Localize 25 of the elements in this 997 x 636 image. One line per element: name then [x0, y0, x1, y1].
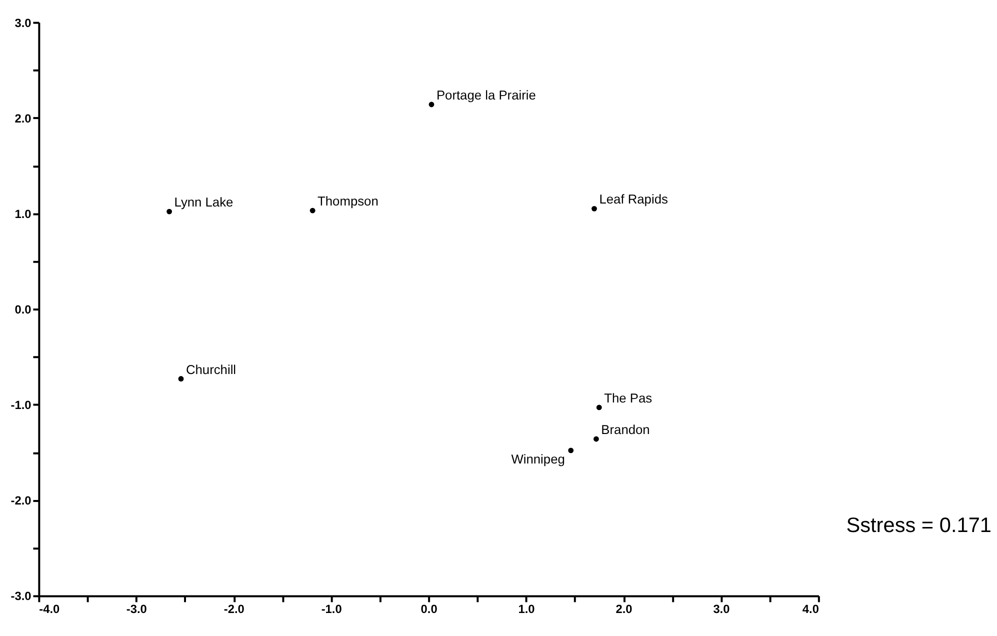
y-tick-label: -2.0: [10, 494, 32, 508]
x-tick-label: -2.0: [224, 602, 245, 616]
x-tick-label: 4.0: [802, 602, 820, 616]
y-tick-label: 2.0: [14, 111, 32, 126]
x-tick-label: -1.0: [321, 602, 342, 616]
text: Thompson: [318, 194, 378, 209]
x-tick-label: -4.0: [39, 602, 60, 616]
text: Brandon: [601, 422, 650, 438]
text: Lynn Lake: [174, 194, 234, 210]
x-tick-label: 2.0: [616, 602, 633, 616]
y-tick-label: 1.0: [14, 206, 32, 221]
text: Churchill: [186, 362, 236, 377]
y-tick-label: 0.0: [14, 302, 32, 316]
text: Portage la Prairie: [436, 88, 536, 103]
y-tick-label: -3.0: [10, 589, 32, 604]
text: Leaf Rapids: [599, 192, 668, 207]
x-tick-label: 0.0: [420, 602, 438, 616]
y-tick-label: -1.0: [10, 398, 32, 412]
x-tick-label: -3.0: [126, 602, 148, 616]
text: Sstress = 0.171: [846, 514, 992, 538]
x-tick-label: 1.0: [518, 602, 536, 616]
y-tick-label: 3.0: [14, 16, 32, 30]
text: The Pas: [604, 390, 652, 406]
text: Winnipeg: [511, 451, 565, 466]
x-tick-label: 3.0: [713, 602, 730, 616]
